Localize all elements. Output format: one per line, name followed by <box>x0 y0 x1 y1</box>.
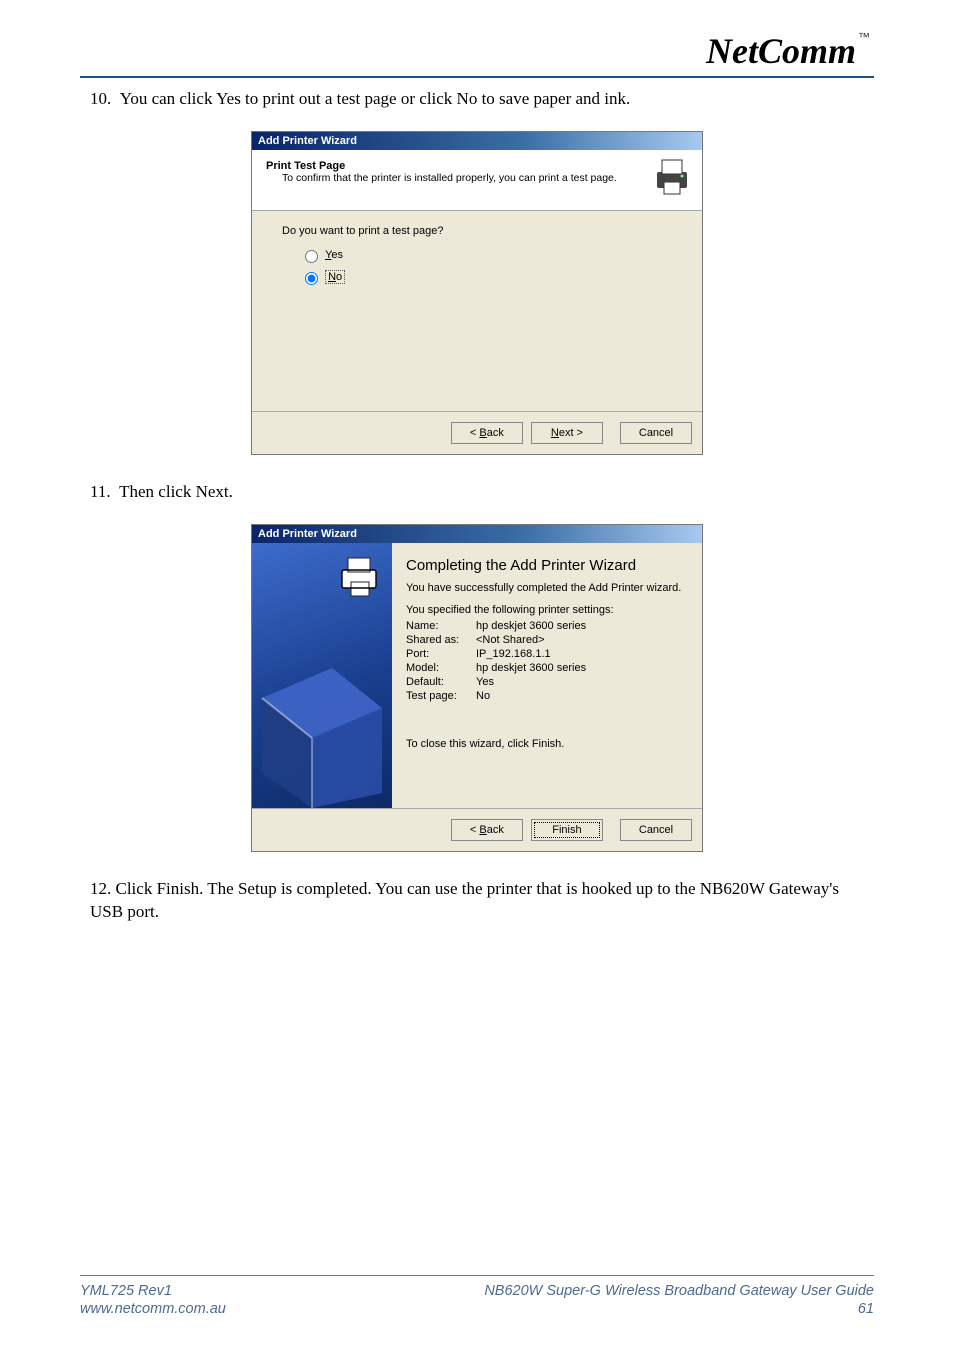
dialog-completing-wizard: Add Printer Wizard Completing t <box>251 524 703 852</box>
cancel-button[interactable]: Cancel <box>620 819 692 841</box>
dialog1-footer: < Back Next > Cancel <box>252 411 702 454</box>
row-model: Model:hp deskjet 3600 series <box>406 662 688 674</box>
next-button[interactable]: Next > <box>531 422 603 444</box>
dialog2-titlebar: Add Printer Wizard <box>252 525 702 543</box>
row-default: Default:Yes <box>406 676 688 688</box>
back-button[interactable]: < Back <box>451 422 523 444</box>
page-footer: YML725 Rev1 www.netcomm.com.au NB620W Su… <box>80 1275 874 1318</box>
footer-rev: YML725 Rev1 <box>80 1282 226 1300</box>
dialog1-head-title: Print Test Page <box>266 160 688 172</box>
footer-pagenum: 61 <box>484 1300 874 1318</box>
dialog1-header: Print Test Page To confirm that the prin… <box>252 150 702 211</box>
row-shared: Shared as:<Not Shared> <box>406 634 688 646</box>
step-10: 10. You can click Yes to print out a tes… <box>80 88 874 111</box>
dialog2-heading: Completing the Add Printer Wizard <box>406 557 688 574</box>
dialog2-line2: You specified the following printer sett… <box>406 604 688 616</box>
top-rule <box>80 76 874 78</box>
logo-tm: ™ <box>858 30 870 44</box>
dialog2-sidebar <box>252 543 392 808</box>
step-10-text: You can click Yes to print out a test pa… <box>120 89 631 108</box>
row-name: Name:hp deskjet 3600 series <box>406 620 688 632</box>
step-12: 12. Click Finish. The Setup is completed… <box>90 878 874 924</box>
dialog2-line1: You have successfully completed the Add … <box>406 582 688 594</box>
printer-icon <box>338 555 382 597</box>
step-10-num: 10. <box>90 89 111 108</box>
logo: NetComm™ <box>80 30 874 72</box>
finish-button[interactable]: Finish <box>531 819 603 841</box>
dialog1-question: Do you want to print a test page? <box>282 225 678 237</box>
row-port: Port:IP_192.168.1.1 <box>406 648 688 660</box>
step-11-text: Then click Next. <box>119 482 233 501</box>
dialog1-titlebar: Add Printer Wizard <box>252 132 702 150</box>
step-11: 11. Then click Next. <box>80 481 874 504</box>
footer-url: www.netcomm.com.au <box>80 1300 226 1318</box>
step-12-text: Click Finish. The Setup is completed. Yo… <box>90 879 839 921</box>
decorative-cube-icon <box>242 638 392 808</box>
step-11-num: 11. <box>90 482 111 501</box>
logo-text: NetComm <box>706 30 856 72</box>
dialog1-head-sub: To confirm that the printer is installed… <box>282 172 688 184</box>
cancel-button[interactable]: Cancel <box>620 422 692 444</box>
dialog-print-test-page: Add Printer Wizard Print Test Page To co… <box>251 131 703 455</box>
dialog2-closing: To close this wizard, click Finish. <box>406 738 688 750</box>
dialog2-footer: < Back Finish Cancel <box>252 808 702 851</box>
back-button[interactable]: < Back <box>451 819 523 841</box>
footer-title: NB620W Super-G Wireless Broadband Gatewa… <box>484 1282 874 1300</box>
row-testpage: Test page:No <box>406 690 688 702</box>
radio-no[interactable]: No <box>300 271 345 283</box>
radio-yes[interactable]: Yes <box>300 249 343 261</box>
step-12-num: 12. <box>90 879 111 898</box>
printer-icon <box>652 158 692 196</box>
dialog1-body: Do you want to print a test page? Yes No <box>252 211 702 411</box>
dialog2-content: Completing the Add Printer Wizard You ha… <box>392 543 702 808</box>
